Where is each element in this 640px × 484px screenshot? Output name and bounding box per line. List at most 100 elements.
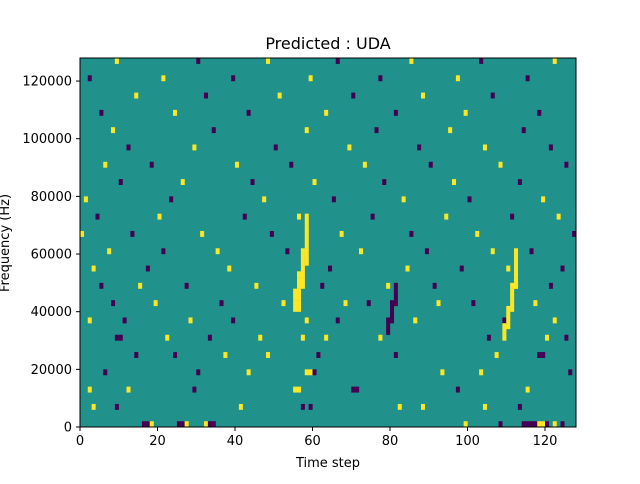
heatmap-cell: [91, 265, 96, 272]
heatmap-cell: [293, 288, 298, 295]
heatmap-cell: [537, 421, 542, 428]
heatmap-cell: [304, 225, 309, 232]
heatmap-cell: [192, 386, 197, 393]
heatmap-cell: [378, 75, 383, 82]
heatmap-cell: [242, 213, 247, 220]
y-tick-label: 60000: [31, 248, 72, 263]
heatmap-cell: [126, 144, 131, 151]
heatmap-cell: [300, 254, 305, 260]
heatmap-cell: [390, 300, 395, 307]
heatmap-cells: [80, 58, 577, 428]
heatmap-cell: [432, 282, 437, 289]
heatmap-cell: [510, 294, 515, 301]
heatmap-cell: [297, 294, 302, 301]
heatmap-cell: [304, 230, 309, 237]
heatmap-cell: [297, 271, 302, 278]
heatmap-cell: [99, 282, 104, 289]
heatmap-cell: [359, 248, 364, 255]
heatmap-cell: [196, 369, 201, 376]
y-tick-label: 120000: [22, 75, 72, 90]
heatmap-cell: [161, 248, 166, 255]
heatmap-cell: [510, 282, 515, 289]
heatmap-cell: [514, 248, 519, 255]
heatmap-cell: [328, 265, 333, 272]
heatmap-cell: [331, 196, 336, 203]
heatmap-cell: [382, 179, 387, 185]
heatmap-cell: [300, 282, 305, 289]
heatmap-cell: [552, 58, 557, 64]
x-tick-label: 0: [76, 434, 84, 449]
heatmap-cell: [417, 144, 422, 151]
heatmap-cell: [227, 265, 232, 272]
heatmap-cell: [153, 300, 158, 307]
heatmap-cell: [99, 109, 104, 116]
heatmap-cell: [490, 248, 495, 255]
heatmap-cell: [297, 305, 302, 312]
heatmap-cell: [207, 421, 212, 428]
heatmap-cell: [297, 277, 302, 284]
heatmap-cell: [246, 109, 251, 116]
heatmap-cell: [386, 317, 391, 324]
heatmap-cell: [223, 352, 228, 358]
heatmap-cell: [475, 230, 480, 237]
heatmap-cell: [304, 317, 309, 324]
heatmap-cell: [556, 213, 561, 220]
heatmap-cell: [297, 213, 302, 220]
plot-area: [79, 57, 577, 428]
heatmap-cell: [204, 92, 209, 99]
heatmap-cell: [506, 317, 511, 324]
heatmap-cell: [459, 265, 464, 272]
heatmap-cell: [440, 369, 445, 376]
heatmap-cell: [273, 144, 278, 151]
heatmap-cell: [219, 300, 224, 307]
heatmap-cell: [545, 421, 550, 428]
heatmap-cell: [258, 334, 263, 341]
y-tick-label: 100000: [22, 132, 72, 147]
y-tick-label: 40000: [31, 305, 72, 320]
heatmap-cell: [80, 230, 85, 237]
heatmap-cell: [188, 317, 193, 324]
heatmap-cell: [149, 161, 154, 168]
heatmap-cell: [521, 421, 526, 428]
heatmap-cell: [266, 58, 271, 64]
heatmap-cell: [428, 161, 433, 168]
heatmap-cell: [506, 323, 511, 330]
heatmap-cell: [231, 75, 236, 82]
heatmap-cell: [370, 213, 375, 220]
heatmap-cell: [506, 305, 511, 312]
heatmap-cell: [122, 317, 127, 324]
heatmap-cell: [514, 254, 519, 260]
heatmap-cell: [351, 92, 356, 99]
heatmap-cell: [483, 403, 488, 410]
heatmap-cell: [145, 421, 150, 428]
heatmap-cell: [393, 352, 398, 358]
heatmap-cell: [510, 288, 515, 295]
heatmap-cell: [293, 305, 298, 312]
heatmap-cell: [525, 421, 530, 428]
heatmap-cell: [401, 196, 406, 203]
heatmap-cell: [537, 109, 542, 116]
y-tick-label: 20000: [31, 363, 72, 378]
heatmap-cell: [126, 386, 131, 393]
y-axis: 0 20000 40000 60000 80000 100000 120000: [22, 75, 80, 436]
heatmap-cell: [393, 288, 398, 295]
x-tick-label: 120: [533, 434, 558, 449]
heatmap-cell: [502, 317, 507, 324]
heatmap-cell: [103, 369, 108, 376]
heatmap-cell: [502, 328, 507, 335]
heatmap-cell: [525, 386, 530, 393]
y-tick-label: 80000: [31, 190, 72, 205]
heatmap-cell: [421, 403, 426, 410]
heatmap-cell: [87, 75, 92, 82]
heatmap-cell: [545, 334, 550, 341]
heatmap-cell: [514, 265, 519, 272]
heatmap-cell: [552, 317, 557, 324]
heatmap-cell: [564, 161, 569, 168]
heatmap-cell: [471, 300, 476, 307]
x-tick-label: 80: [382, 434, 399, 449]
heatmap-cell: [246, 369, 251, 376]
heatmap-cell: [510, 213, 515, 220]
heatmap-cell: [541, 352, 546, 358]
heatmap-cell: [83, 196, 88, 203]
